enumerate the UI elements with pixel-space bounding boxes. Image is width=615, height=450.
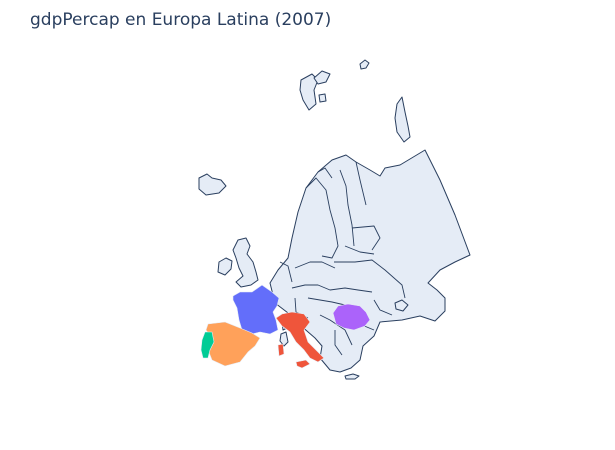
mainland-europe bbox=[269, 149, 471, 373]
page-title: gdpPercap en Europa Latina (2007) bbox=[30, 10, 332, 30]
crimea bbox=[394, 299, 409, 312]
svalbard-land-east bbox=[313, 70, 331, 85]
country-italy-sicily[interactable] bbox=[295, 359, 311, 369]
country-italy[interactable] bbox=[275, 311, 325, 363]
svalbard-island bbox=[318, 93, 327, 103]
iceland bbox=[198, 173, 227, 196]
country-france[interactable] bbox=[232, 284, 280, 335]
crete bbox=[344, 373, 360, 380]
country-portugal[interactable] bbox=[200, 331, 215, 359]
great-britain bbox=[232, 237, 259, 288]
country-romania[interactable] bbox=[332, 303, 371, 331]
novaya-zemlya bbox=[394, 96, 411, 143]
country-italy-sardinia[interactable] bbox=[277, 343, 285, 357]
sardinia bbox=[279, 331, 289, 347]
svalbard-land bbox=[299, 73, 319, 111]
base-land bbox=[198, 59, 471, 380]
franz-josef-land bbox=[359, 59, 370, 70]
ireland bbox=[217, 257, 233, 276]
highlighted-countries bbox=[200, 284, 371, 369]
